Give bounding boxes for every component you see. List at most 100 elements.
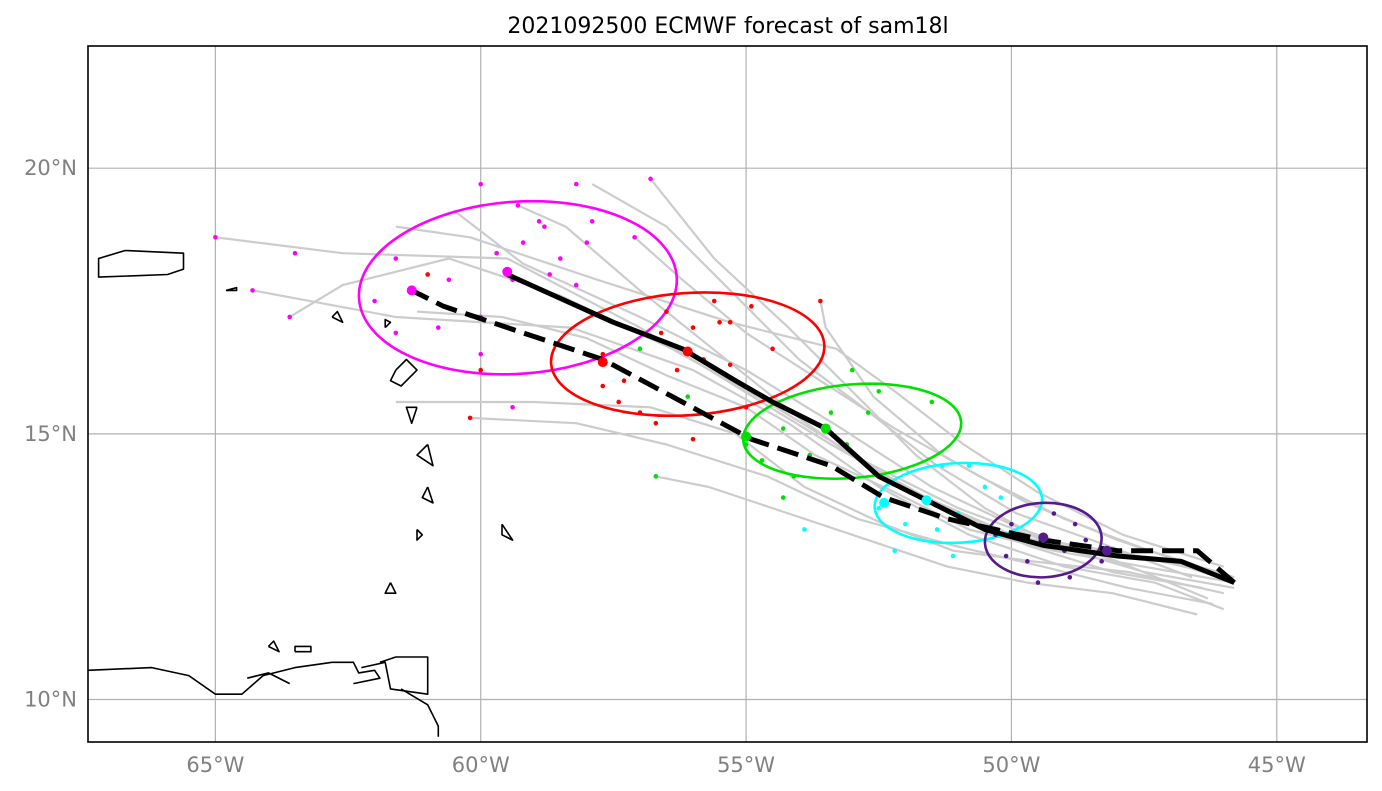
member-point	[950, 553, 956, 559]
member-point	[674, 367, 680, 373]
member-point	[791, 474, 797, 479]
member-point	[292, 250, 298, 256]
member-point	[573, 181, 579, 187]
track-marker	[406, 285, 417, 296]
member-point	[1025, 559, 1030, 564]
member-point	[685, 394, 690, 399]
coastline	[331, 310, 344, 324]
coastline	[421, 486, 434, 504]
member-point	[828, 410, 834, 415]
lon-tick-label: 60°W	[452, 753, 510, 777]
member-point	[542, 224, 547, 229]
uncertainty-ellipse	[741, 382, 963, 481]
ensemble-track	[416, 310, 1235, 584]
member-point	[727, 362, 733, 368]
member-point	[770, 346, 775, 352]
track-marker	[921, 495, 932, 506]
ensemble-track	[633, 236, 1235, 579]
member-point	[494, 250, 499, 256]
member-point	[584, 240, 590, 245]
ensemble-track	[470, 416, 1214, 605]
member-point	[478, 181, 484, 187]
coastline	[400, 688, 440, 737]
track-marker	[682, 346, 693, 357]
lat-tick-label: 20°N	[24, 156, 77, 180]
coastline	[88, 661, 381, 695]
coastline	[389, 358, 418, 387]
track-marker	[502, 266, 513, 277]
ensemble-track	[649, 178, 1235, 589]
member-point	[902, 521, 908, 527]
ensemble-track	[395, 225, 1225, 568]
member-point	[287, 314, 292, 320]
member-point	[727, 319, 733, 325]
graticule	[88, 46, 1367, 742]
member-point	[876, 505, 882, 511]
ensemble-track	[289, 257, 1230, 579]
uncertainty-ellipse	[873, 461, 1044, 545]
lon-tick-label: 50°W	[982, 753, 1040, 777]
member-point	[1009, 521, 1014, 527]
member-point	[966, 463, 972, 469]
member-point	[510, 404, 515, 410]
coastline	[294, 645, 312, 653]
coastline	[361, 656, 429, 695]
member-point	[616, 399, 622, 405]
lon-tick-label: 55°W	[717, 753, 775, 777]
track-marker	[820, 423, 831, 434]
member-point	[892, 548, 897, 554]
uncertainty-ellipse	[549, 291, 826, 418]
member-point	[876, 389, 882, 394]
member-point	[372, 298, 377, 304]
lat-tick-label: 10°N	[24, 687, 77, 711]
member-point	[664, 309, 669, 314]
member-point	[1035, 580, 1041, 585]
ensemble-track	[819, 300, 1214, 574]
member-point	[393, 256, 399, 261]
coastlines	[88, 249, 514, 737]
member-point	[1083, 537, 1089, 543]
member-point	[818, 298, 823, 304]
member-point	[558, 256, 563, 261]
member-point	[865, 410, 871, 415]
ensemble-track	[517, 204, 1203, 589]
member-point	[934, 527, 940, 532]
member-point	[435, 325, 441, 330]
coastline	[384, 318, 392, 329]
coastline	[416, 528, 424, 541]
member-point	[743, 442, 749, 447]
member-point	[648, 176, 653, 182]
map-title: 2021092500 ECMWF forecast of sam18l	[507, 14, 948, 39]
coastline	[225, 286, 238, 292]
track-marker	[741, 431, 752, 442]
member-point	[213, 234, 218, 240]
track-line-solid	[506, 272, 1236, 585]
ensemble-tracks	[215, 178, 1235, 616]
member-point	[1099, 559, 1104, 564]
coastline	[501, 523, 514, 541]
track-marker	[1038, 532, 1049, 543]
member-point	[467, 415, 473, 421]
track-marker	[879, 497, 890, 508]
member-point	[802, 527, 807, 532]
ensemble-track	[655, 475, 1198, 616]
member-point	[425, 272, 430, 277]
axis-tick-labels: 65°W 60°W 55°W 50°W 45°W 20°N 15°N 10°N	[24, 156, 1306, 777]
member-point	[1067, 574, 1073, 580]
member-point	[690, 325, 696, 330]
member-point	[1072, 521, 1078, 527]
lon-tick-label: 45°W	[1248, 753, 1306, 777]
member-point	[600, 383, 606, 389]
member-point	[653, 420, 659, 426]
member-point	[1003, 553, 1009, 559]
member-point	[982, 484, 988, 490]
member-point	[621, 378, 627, 384]
member-point	[573, 282, 579, 288]
track-marker	[597, 357, 608, 368]
member-point	[717, 319, 722, 325]
uncertainty-ellipse	[357, 199, 679, 376]
member-point	[478, 367, 484, 373]
track-markers	[406, 266, 1112, 556]
